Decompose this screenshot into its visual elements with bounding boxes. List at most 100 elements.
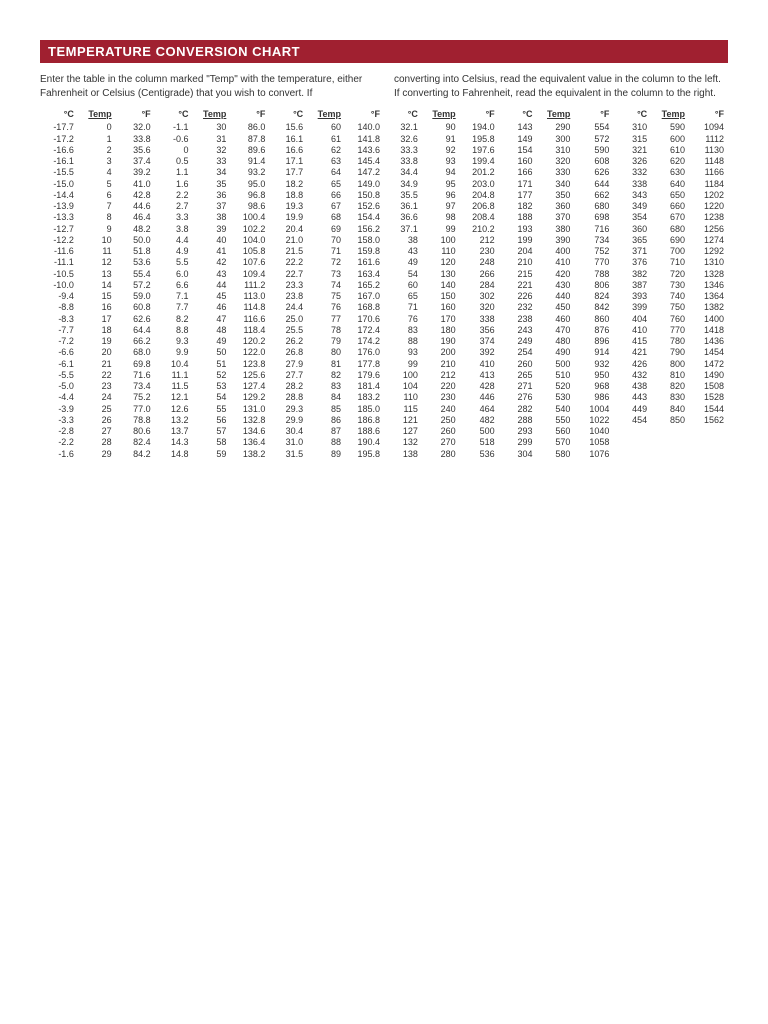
- table-row: 28.283181.4: [269, 381, 384, 392]
- table-cell: 338: [460, 314, 499, 325]
- table-cell: 186.8: [345, 415, 384, 426]
- table-cell: 850: [651, 415, 689, 426]
- table-cell: 29.3: [269, 404, 307, 415]
- table-row: 65150302: [384, 291, 499, 302]
- table-column-group: °CTemp°F15.660140.016.161141.816.662143.…: [269, 109, 384, 460]
- table-row: 3997501382: [613, 302, 728, 313]
- table-cell: 1382: [689, 302, 728, 313]
- description: Enter the table in the column marked "Te…: [40, 73, 728, 101]
- table-cell: 39: [193, 224, 231, 235]
- table-cell: 110: [422, 246, 460, 257]
- table-row: 18.265149.0: [269, 179, 384, 190]
- table-cell: 220: [422, 381, 460, 392]
- table-cell: -0.6: [155, 134, 193, 145]
- table-row: 6.043109.4: [155, 269, 270, 280]
- table-cell: 113.0: [230, 291, 269, 302]
- table-row: 226440824: [499, 291, 614, 302]
- table-row: 143290554: [499, 122, 614, 133]
- table-cell: 77.0: [116, 404, 155, 415]
- header-celsius: °C: [613, 109, 651, 122]
- table-cell: 260: [422, 426, 460, 437]
- table-row: -15.0541.0: [40, 179, 155, 190]
- table-cell: 208.4: [460, 212, 499, 223]
- table-row: -11.11253.6: [40, 257, 155, 268]
- table-row: 3326301166: [613, 167, 728, 178]
- table-row: 25.077170.6: [269, 314, 384, 325]
- table-cell: 42: [193, 257, 231, 268]
- table-row: 37.199210.2: [384, 224, 499, 235]
- table-row: 11.553127.4: [155, 381, 270, 392]
- table-cell: 660: [651, 201, 689, 212]
- header-fahrenheit: °F: [689, 109, 728, 122]
- table-cell: 33.3: [384, 145, 422, 156]
- table-row: -4.42475.2: [40, 392, 155, 403]
- table-row: 17.163145.4: [269, 156, 384, 167]
- table-cell: 470: [537, 325, 575, 336]
- table-row: 265510950: [499, 370, 614, 381]
- table-cell: 670: [651, 212, 689, 223]
- table-cell: 58: [193, 437, 231, 448]
- table-row: 3827201328: [613, 269, 728, 280]
- table-cell: 32.0: [116, 122, 155, 133]
- table-cell: 4.9: [155, 246, 193, 257]
- table-cell: 14.8: [155, 449, 193, 460]
- table-cell: 914: [574, 347, 613, 358]
- table-cell: 9.3: [155, 336, 193, 347]
- table-cell: 1418: [689, 325, 728, 336]
- table-cell: 118.4: [230, 325, 269, 336]
- table-cell: 320: [537, 156, 575, 167]
- table-cell: 147.2: [345, 167, 384, 178]
- table-cell: -7.7: [40, 325, 78, 336]
- table-row: 4438301528: [613, 392, 728, 403]
- table-row: 29.986186.8: [269, 415, 384, 426]
- table-cell: 8: [78, 212, 116, 223]
- table-cell: 23.3: [269, 280, 307, 291]
- table-cell: 1166: [689, 167, 728, 178]
- table-row: -1.62984.2: [40, 449, 155, 460]
- table-cell: 14: [78, 280, 116, 291]
- table-cell: 40: [193, 235, 231, 246]
- table-cell: -8.3: [40, 314, 78, 325]
- page-title: TEMPERATURE CONVERSION CHART: [40, 40, 728, 63]
- table-cell: 154.4: [345, 212, 384, 223]
- table-row: 3.338100.4: [155, 212, 270, 223]
- table-cell: 21: [78, 359, 116, 370]
- header-celsius: °C: [40, 109, 78, 122]
- table-row: 4047601400: [613, 314, 728, 325]
- table-cell: 270: [422, 437, 460, 448]
- table-cell: 83: [307, 381, 345, 392]
- table-row: 18.866150.8: [269, 190, 384, 201]
- table-cell: 188: [499, 212, 537, 223]
- table-cell: -11.6: [40, 246, 78, 257]
- table-cell: 5.5: [155, 257, 193, 268]
- table-cell: 626: [574, 167, 613, 178]
- table-cell: 8.8: [155, 325, 193, 336]
- table-cell: 860: [574, 314, 613, 325]
- table-cell: 460: [537, 314, 575, 325]
- table-row: 13.256132.8: [155, 415, 270, 426]
- table-cell: 87: [307, 426, 345, 437]
- table-cell: 105.8: [230, 246, 269, 257]
- table-cell: 321: [613, 145, 651, 156]
- table-cell: 99: [422, 224, 460, 235]
- table-cell: 31.0: [269, 437, 307, 448]
- table-cell: 150: [422, 291, 460, 302]
- table-cell: 80.6: [116, 426, 155, 437]
- table-cell: 680: [574, 201, 613, 212]
- table-cell: 98.6: [230, 201, 269, 212]
- table-row: 166330626: [499, 167, 614, 178]
- table-cell: 662: [574, 190, 613, 201]
- table-cell: -6.1: [40, 359, 78, 370]
- table-cell: 48: [193, 325, 231, 336]
- header-fahrenheit: °F: [574, 109, 613, 122]
- table-cell: 129.2: [230, 392, 269, 403]
- table-cell: 115: [384, 404, 422, 415]
- table-cell: 26.8: [269, 347, 307, 358]
- table-cell: 39.2: [116, 167, 155, 178]
- table-row: 4388201508: [613, 381, 728, 392]
- table-row: 3386401184: [613, 179, 728, 190]
- table-cell: 550: [537, 415, 575, 426]
- table-cell: 127: [384, 426, 422, 437]
- table-cell: 120.2: [230, 336, 269, 347]
- table-cell: 177.8: [345, 359, 384, 370]
